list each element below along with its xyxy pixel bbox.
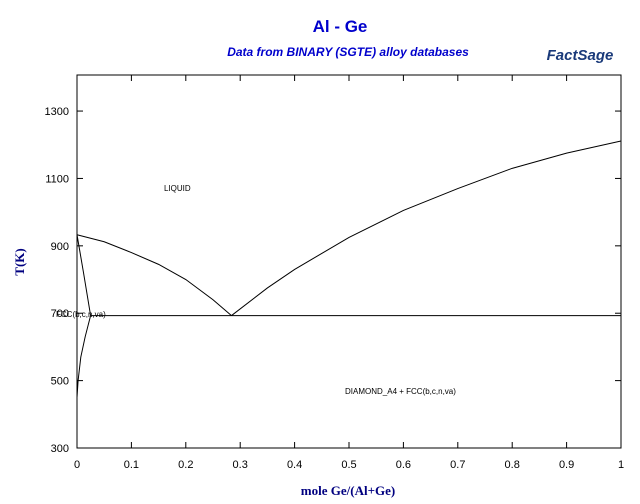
phase-boundary <box>76 234 92 316</box>
annotation: LIQUID <box>164 184 191 193</box>
x-tick-label: 0.1 <box>124 459 139 471</box>
x-tick-label: 0.3 <box>233 459 248 471</box>
x-tick-label: 0.4 <box>287 459 302 471</box>
chart-subtitle: Data from BINARY (SGTE) alloy databases <box>227 45 469 59</box>
phase-boundary <box>231 140 622 316</box>
chart-title: Al - Ge <box>313 17 368 36</box>
y-axis-label: T(K) <box>12 248 27 275</box>
x-tick-label: 0.7 <box>450 459 465 471</box>
annotation: DIAMOND_A4 + FCC(b,c,n,va) <box>345 387 456 396</box>
annotation: FCC(b,c,n,va) <box>56 310 106 319</box>
y-tick-label: 700 <box>51 308 69 320</box>
phase-boundary <box>76 315 92 398</box>
x-axis-label: mole Ge/(Al+Ge) <box>301 483 395 498</box>
x-tick-label: 0.6 <box>396 459 411 471</box>
x-tick-label: 0.8 <box>505 459 520 471</box>
x-tick-label: 0.9 <box>559 459 574 471</box>
x-tick-label: 1 <box>618 459 624 471</box>
logo: FactSage <box>547 47 614 64</box>
x-tick-label: 0.5 <box>341 459 356 471</box>
y-tick-label: 1300 <box>45 106 69 118</box>
x-tick-label: 0.2 <box>178 459 193 471</box>
y-tick-label: 900 <box>51 241 69 253</box>
phase-boundary <box>76 234 232 316</box>
y-tick-label: 300 <box>51 443 69 455</box>
x-tick-label: 0 <box>74 459 80 471</box>
y-tick-label: 1100 <box>45 173 69 185</box>
y-tick-label: 500 <box>51 376 69 388</box>
